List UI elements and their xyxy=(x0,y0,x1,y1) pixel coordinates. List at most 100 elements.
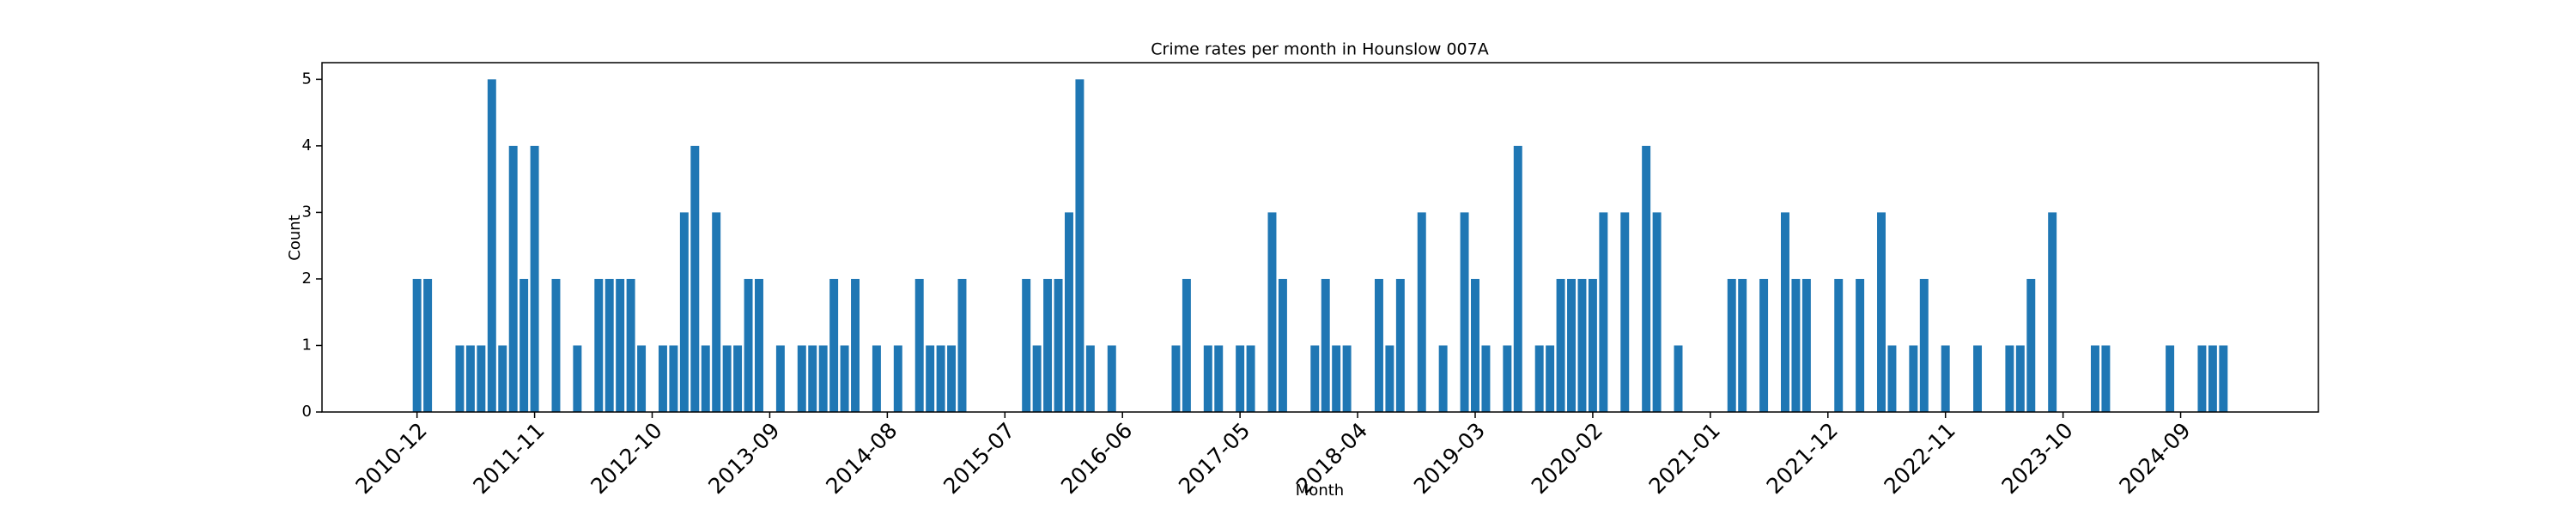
bar xyxy=(1973,345,1983,412)
bar xyxy=(1556,278,1565,412)
y-tick-label: 3 xyxy=(302,203,312,221)
bar xyxy=(1791,278,1801,412)
bar xyxy=(477,345,486,412)
bar xyxy=(1877,212,1886,412)
bar xyxy=(1674,345,1683,412)
bar xyxy=(1577,278,1587,412)
bar xyxy=(498,345,507,412)
bar xyxy=(1642,145,1651,412)
bar xyxy=(1107,345,1116,412)
bar xyxy=(872,345,881,412)
x-tick-label: 2022-11 xyxy=(1880,418,1960,499)
bar xyxy=(1534,345,1544,412)
x-tick-label: 2021-12 xyxy=(1762,418,1843,499)
x-tick-label: 2023-10 xyxy=(1996,418,2077,499)
bar xyxy=(605,278,614,412)
bar xyxy=(1085,345,1095,412)
bar xyxy=(1513,145,1522,412)
bar xyxy=(1759,278,1769,412)
bar xyxy=(1503,345,1512,412)
bar xyxy=(1203,345,1212,412)
bar xyxy=(1395,278,1405,412)
x-tick-label: 2020-02 xyxy=(1527,418,1607,499)
bar xyxy=(1214,345,1224,412)
x-tick-label: 2016-06 xyxy=(1056,418,1137,499)
bar xyxy=(957,278,967,412)
bar xyxy=(679,212,689,412)
bar xyxy=(2208,345,2217,412)
bar xyxy=(914,278,924,412)
x-tick-label: 2013-09 xyxy=(703,418,784,499)
bar xyxy=(2015,345,2025,412)
bar xyxy=(1801,278,1811,412)
x-tick-label: 2024-09 xyxy=(2114,418,2195,499)
bar xyxy=(1909,345,1918,412)
y-tick-label: 0 xyxy=(302,403,312,421)
bar xyxy=(744,278,753,412)
bar xyxy=(412,278,422,412)
bar xyxy=(2101,345,2111,412)
bar xyxy=(1032,345,1042,412)
bar xyxy=(508,145,518,412)
bar xyxy=(2219,345,2228,412)
bar xyxy=(616,278,625,412)
bar xyxy=(551,278,561,412)
bar xyxy=(1567,278,1577,412)
bar xyxy=(1460,212,1469,412)
x-tick-label: 2010-12 xyxy=(350,418,431,499)
bar xyxy=(1599,212,1608,412)
bar xyxy=(926,345,935,412)
y-axis-label: Count xyxy=(286,215,304,260)
bar xyxy=(423,278,433,412)
bar xyxy=(1075,79,1084,412)
bar xyxy=(1342,345,1352,412)
bar xyxy=(637,345,647,412)
bar xyxy=(1385,345,1394,412)
bar xyxy=(658,345,667,412)
bar xyxy=(947,345,957,412)
y-tick-label: 5 xyxy=(302,70,312,88)
bar xyxy=(722,345,732,412)
bar xyxy=(2197,345,2207,412)
x-tick-label: 2019-03 xyxy=(1409,418,1490,499)
bar xyxy=(1481,345,1491,412)
bar xyxy=(2048,212,2057,412)
y-tick-label: 4 xyxy=(302,136,312,154)
bar xyxy=(1417,212,1426,412)
y-tick-label: 1 xyxy=(302,336,312,354)
bar xyxy=(755,278,763,412)
bar xyxy=(690,145,700,412)
x-tick-label: 2011-11 xyxy=(468,418,549,499)
bar xyxy=(1781,212,1789,412)
bar xyxy=(573,345,582,412)
chart-title: Crime rates per month in Hounslow 007A xyxy=(1151,40,1488,59)
bar xyxy=(669,345,678,412)
bar xyxy=(775,345,785,412)
bar xyxy=(519,278,529,412)
bar xyxy=(1588,278,1597,412)
bar xyxy=(1022,278,1031,412)
bar xyxy=(797,345,806,412)
bar xyxy=(808,345,817,412)
bar xyxy=(530,145,539,412)
y-tick-label: 2 xyxy=(302,270,312,288)
bar xyxy=(1887,345,1897,412)
bar xyxy=(1856,278,1865,412)
x-tick-label: 2017-05 xyxy=(1174,418,1255,499)
bar xyxy=(1438,345,1448,412)
x-tick-label: 2012-10 xyxy=(586,418,666,499)
x-tick-label: 2021-01 xyxy=(1644,418,1725,499)
bar xyxy=(2090,345,2099,412)
bar xyxy=(1834,278,1844,412)
bar xyxy=(733,345,743,412)
x-tick-label: 2014-08 xyxy=(821,418,902,499)
bar xyxy=(893,345,902,412)
bar xyxy=(465,345,475,412)
bar xyxy=(1278,278,1287,412)
x-tick-label: 2015-07 xyxy=(939,418,1019,499)
plot-frame xyxy=(321,62,2319,413)
bar xyxy=(712,212,721,412)
bar xyxy=(1267,212,1277,412)
bar xyxy=(1620,212,1630,412)
bar xyxy=(1171,345,1181,412)
